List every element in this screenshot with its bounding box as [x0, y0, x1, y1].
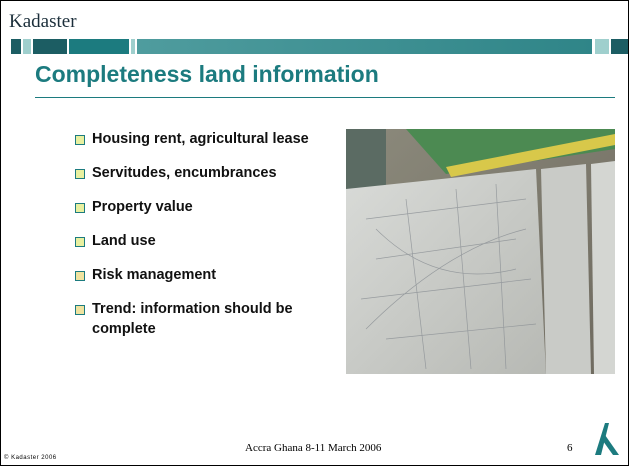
bullet-icon: [75, 203, 85, 213]
kadaster-mark: [591, 421, 623, 457]
header-bar: [611, 39, 628, 54]
bullet-icon: [75, 271, 85, 281]
header-bar: [595, 39, 609, 54]
bullet-item: Land use: [75, 231, 312, 251]
footer-event: Accra Ghana 8-11 March 2006: [245, 442, 381, 454]
bullet-item: Property value: [75, 197, 312, 217]
bullet-text: Trend: information should be complete: [92, 301, 293, 337]
header-bar: [137, 39, 592, 54]
bullet-text: Property value: [92, 199, 193, 215]
header-bar: [11, 39, 21, 54]
bullet-item: Trend: information should be complete: [75, 299, 312, 339]
header-bar: [23, 39, 31, 54]
photo: [346, 129, 615, 374]
bullet-icon: [75, 169, 85, 179]
bullet-item: Housing rent, agricultural lease: [75, 129, 312, 149]
page-number: 6: [567, 442, 573, 454]
header-bar: [131, 39, 135, 54]
bullet-text: Risk management: [92, 267, 216, 283]
logo: Kadaster: [9, 11, 77, 33]
copyright: © Kadaster 2006: [4, 455, 57, 461]
bullet-icon: [75, 135, 85, 145]
bullet-icon: [75, 237, 85, 247]
slide-title: Completeness land information: [35, 61, 379, 88]
bullet-item: Servitudes, encumbrances: [75, 163, 312, 183]
title-rule: [35, 97, 615, 98]
bullet-text: Housing rent, agricultural lease: [92, 131, 309, 147]
bullet-text: Land use: [92, 233, 156, 249]
header-bar: [69, 39, 129, 54]
bullet-icon: [75, 305, 85, 315]
bullet-item: Risk management: [75, 265, 312, 285]
slide: Kadaster Completeness land information H…: [0, 0, 629, 466]
bullet-text: Servitudes, encumbrances: [92, 165, 277, 181]
header-bar: [33, 39, 67, 54]
bullet-list: Housing rent, agricultural lease Servitud…: [75, 129, 315, 353]
